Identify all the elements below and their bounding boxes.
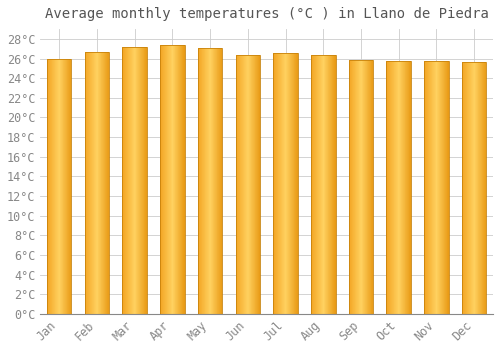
Bar xyxy=(47,58,72,314)
Bar xyxy=(198,48,222,314)
Bar xyxy=(462,62,486,314)
Bar xyxy=(311,55,336,314)
Bar xyxy=(122,47,147,314)
Bar xyxy=(424,62,448,314)
Bar xyxy=(84,52,109,314)
Bar xyxy=(236,55,260,314)
Bar xyxy=(160,45,184,314)
Bar xyxy=(386,62,411,314)
Title: Average monthly temperatures (°C ) in Llano de Piedra: Average monthly temperatures (°C ) in Ll… xyxy=(44,7,488,21)
Bar xyxy=(348,61,374,314)
Bar xyxy=(274,52,298,314)
